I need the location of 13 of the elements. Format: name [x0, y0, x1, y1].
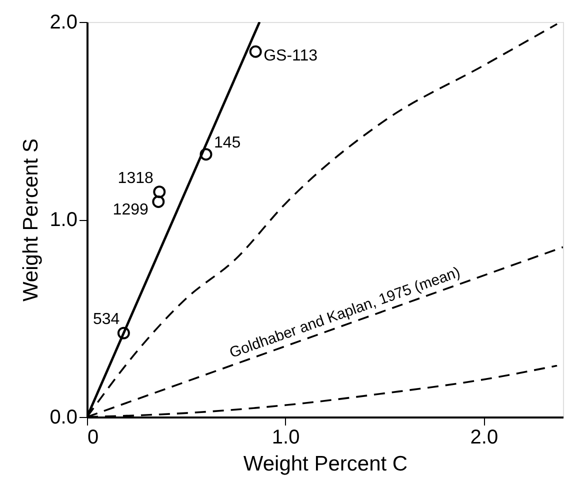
annotation: 1299 [112, 202, 148, 219]
annotation: 1318 [118, 170, 154, 187]
annotation: 145 [214, 134, 241, 152]
annotation: GS-113 [264, 48, 318, 65]
y-tick-label: 1.0 [50, 209, 78, 231]
x-tick-label: 2.0 [470, 426, 498, 448]
x-axis-title: Weight Percent C [243, 452, 408, 476]
y-tick-label: 0.0 [50, 406, 78, 428]
y-tick-label: 2.0 [50, 12, 78, 34]
annotation: 534 [92, 311, 120, 328]
y-axis-title: Weight Percent S [20, 138, 43, 302]
x-tick-label: 0 [88, 426, 99, 448]
x-tick-label: 1.0 [272, 426, 300, 448]
